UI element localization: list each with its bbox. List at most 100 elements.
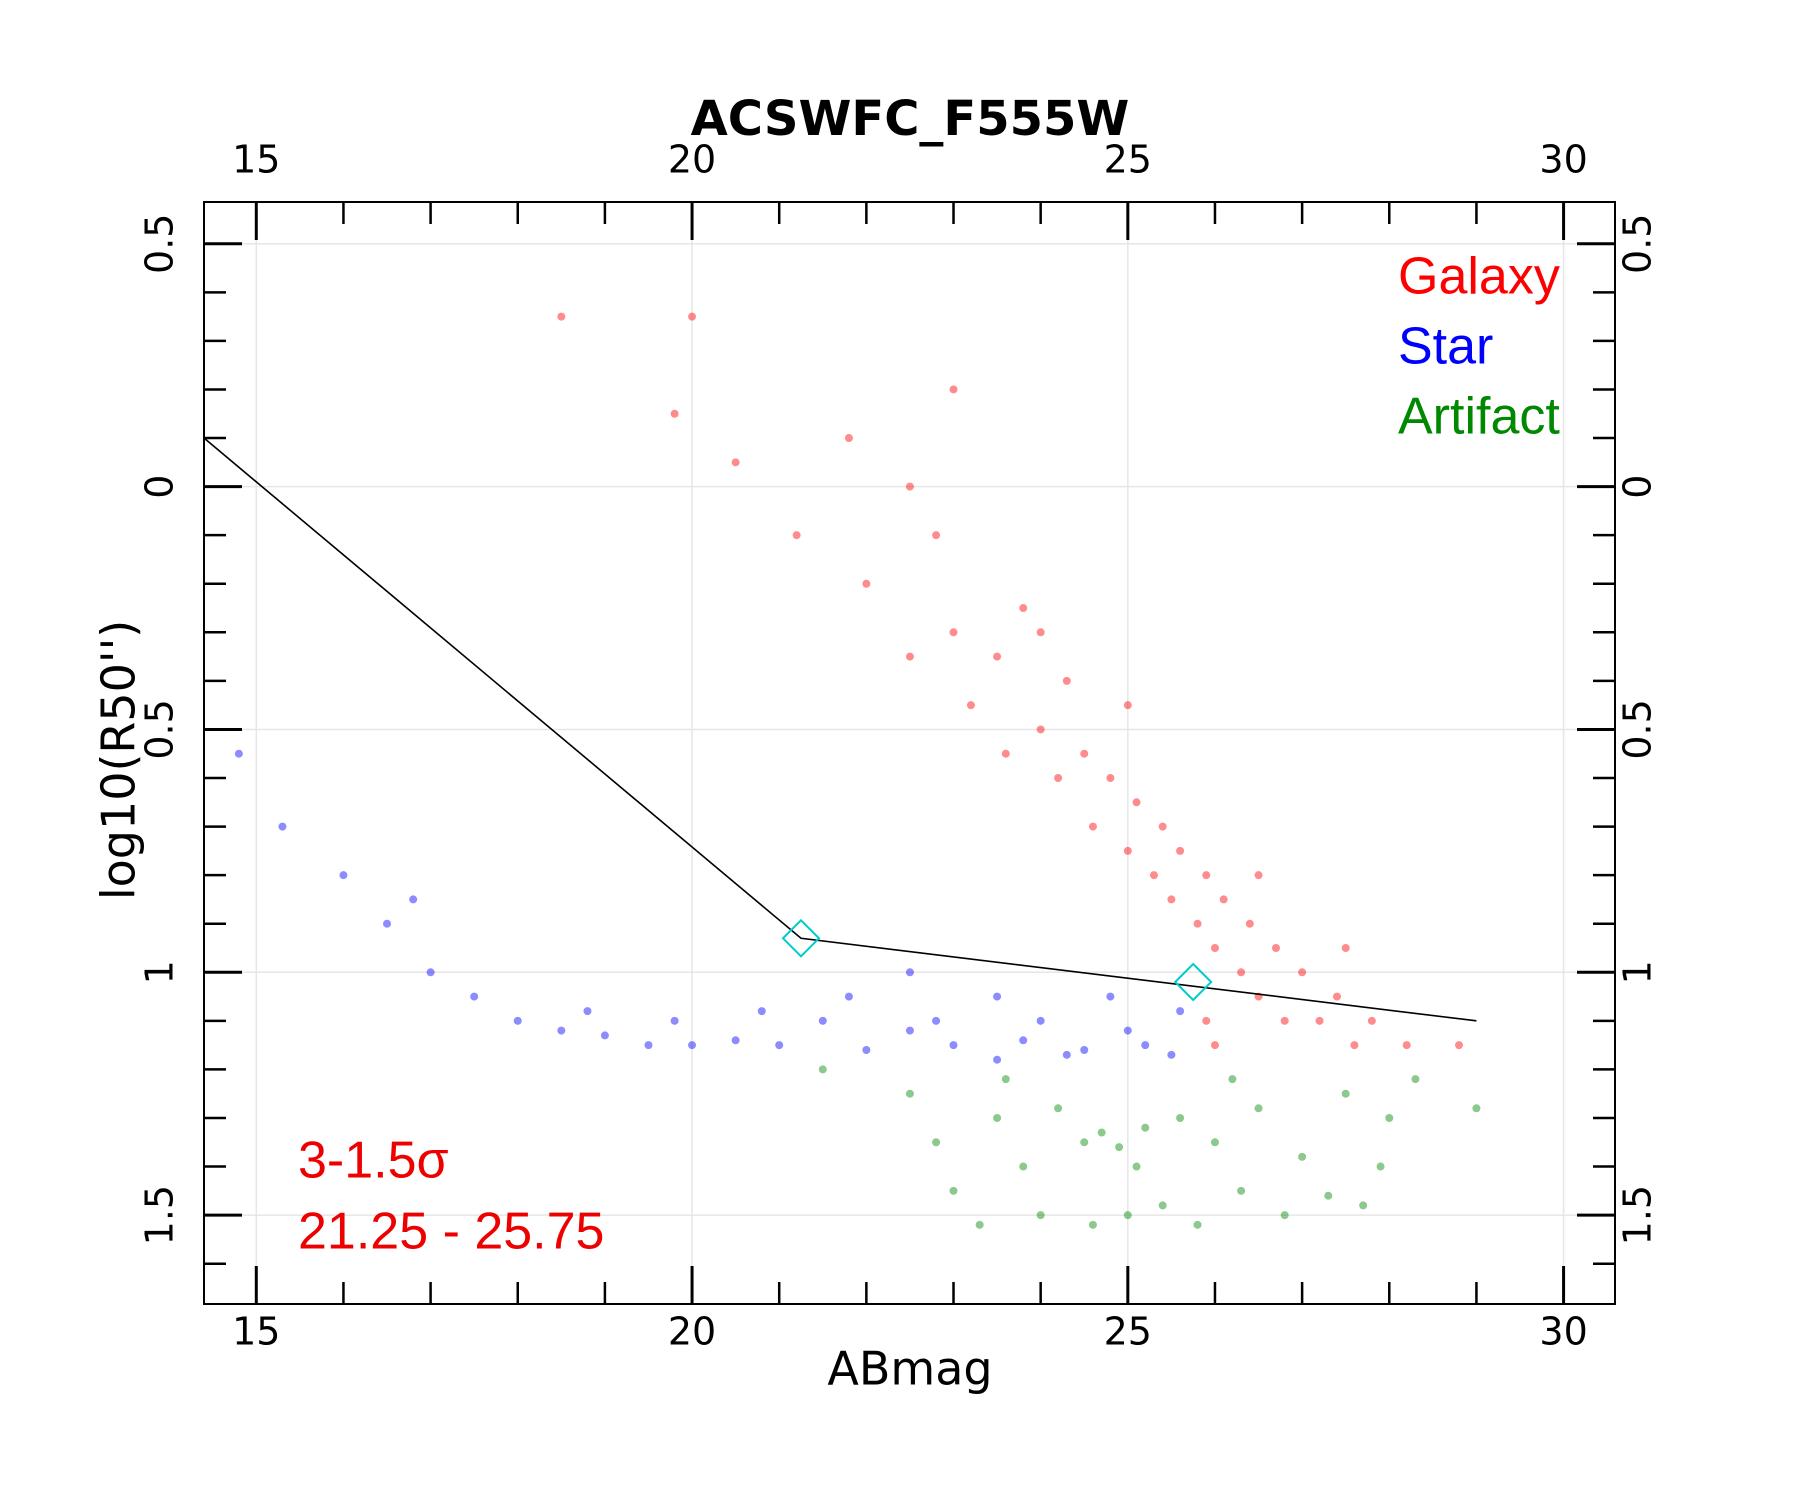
data-point (1324, 1191, 1333, 1200)
data-point (1202, 1016, 1211, 1025)
data-point (818, 1065, 827, 1074)
data-point (470, 992, 479, 1001)
annotation: 3-1.5σ (298, 1132, 449, 1190)
data-point (1280, 1211, 1289, 1220)
data-point (1193, 1220, 1202, 1229)
data-point (1176, 846, 1185, 855)
data-point (409, 895, 418, 904)
data-point (1298, 968, 1307, 977)
data-point (1341, 1089, 1350, 1098)
data-point (1019, 1036, 1028, 1045)
threshold-line (203, 437, 1477, 1022)
data-point (1097, 1128, 1106, 1137)
y-tick-label: 0 (138, 475, 182, 499)
data-point (1080, 1045, 1089, 1054)
data-point (513, 1016, 522, 1025)
data-point (1167, 1050, 1176, 1059)
x-tick-label: 15 (232, 138, 280, 182)
data-point (1167, 895, 1176, 904)
data-point (932, 531, 941, 540)
data-point (1202, 871, 1211, 880)
data-point (862, 1045, 871, 1054)
data-point (1106, 992, 1115, 1001)
y-axis-label: log10(R50'') (92, 620, 146, 900)
data-point (1350, 1041, 1359, 1050)
data-point (1106, 774, 1115, 783)
data-point (1019, 604, 1028, 613)
data-point (1228, 1075, 1237, 1084)
data-point (1254, 871, 1263, 880)
data-point (600, 1031, 609, 1040)
data-point (1472, 1104, 1481, 1113)
data-point (234, 749, 243, 758)
data-point (1254, 1104, 1263, 1113)
data-point (949, 1041, 958, 1050)
data-point (1271, 943, 1280, 952)
data-point (1123, 846, 1132, 855)
data-point (1245, 919, 1254, 928)
data-point (688, 312, 697, 321)
data-point (731, 458, 740, 467)
data-point (1080, 1138, 1089, 1147)
data-point (949, 385, 958, 394)
data-point (1158, 822, 1167, 831)
data-point (1402, 1041, 1411, 1050)
y-tick-label: 1 (1616, 960, 1660, 984)
data-point (1454, 1041, 1463, 1050)
data-point (993, 1055, 1002, 1064)
data-point (966, 701, 975, 710)
data-point (1036, 725, 1045, 734)
data-point (339, 871, 348, 880)
data-point (905, 1089, 914, 1098)
data-point (1280, 1016, 1289, 1025)
data-point (1315, 1016, 1324, 1025)
data-point (1141, 1041, 1150, 1050)
data-point (993, 652, 1002, 661)
data-point (1210, 943, 1219, 952)
y-tick-label: 0 (1616, 475, 1660, 499)
data-point (1054, 774, 1063, 783)
data-point (932, 1138, 941, 1147)
data-point (1123, 1026, 1132, 1035)
data-point (383, 919, 392, 928)
data-point (688, 1041, 697, 1050)
data-point (1149, 871, 1158, 880)
data-point (775, 1041, 784, 1050)
plot-frame (203, 201, 1616, 1305)
data-point (818, 1016, 827, 1025)
data-point (1237, 1186, 1246, 1195)
x-tick-label: 15 (232, 1310, 280, 1354)
data-point (583, 1007, 592, 1016)
y-tick-label: 0.5 (1616, 214, 1660, 274)
y-tick-label: 1.5 (138, 1185, 182, 1245)
data-point (844, 434, 853, 443)
x-tick-label: 25 (1104, 138, 1152, 182)
annotation: 21.25 - 25.75 (298, 1203, 604, 1261)
data-point (1123, 701, 1132, 710)
x-axis-label: ABmag (827, 1342, 992, 1396)
data-point (844, 992, 853, 1001)
data-point (1411, 1075, 1420, 1084)
data-point (1036, 1211, 1045, 1220)
data-point (1332, 992, 1341, 1001)
data-point (949, 628, 958, 637)
data-point (1237, 968, 1246, 977)
data-point (1036, 1016, 1045, 1025)
chart-title: ACSWFC_F555W (691, 91, 1130, 147)
diamond-marker (1173, 962, 1213, 1002)
data-point (278, 822, 287, 831)
data-point (1176, 1007, 1185, 1016)
data-point (1019, 1162, 1028, 1171)
data-point (1062, 676, 1071, 685)
data-point (426, 968, 435, 977)
x-tick-label: 30 (1539, 1310, 1587, 1354)
x-tick-label: 30 (1539, 138, 1587, 182)
data-point (731, 1036, 740, 1045)
data-point (1376, 1162, 1385, 1171)
x-tick-label: 20 (668, 138, 716, 182)
legend-entry: Star (1398, 318, 1493, 376)
data-point (670, 1016, 679, 1025)
data-point (1001, 749, 1010, 758)
data-point (757, 1007, 766, 1016)
